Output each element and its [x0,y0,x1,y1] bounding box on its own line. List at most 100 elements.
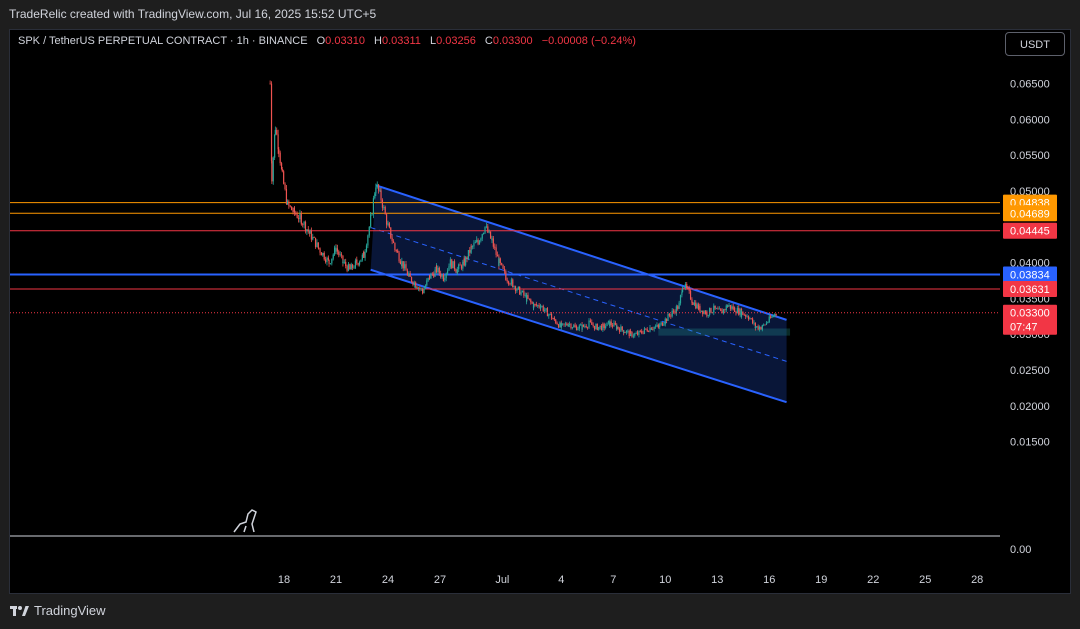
candle-body [338,251,340,255]
candle-body [363,251,365,258]
candle-body [628,330,630,337]
candle-body [775,313,777,315]
candle-body [462,261,464,269]
candle-body [279,152,281,164]
low-value: 0.03256 [436,35,476,47]
candle-body [397,250,399,253]
candle-body [707,314,709,316]
candle-body [477,241,479,245]
high-label: H [374,35,382,47]
candle-body [623,332,625,334]
candle-body [693,302,695,305]
candle-body [738,307,740,315]
candle-body [610,321,612,326]
candle-body [387,224,389,226]
candle-body [641,331,643,333]
tradingview-icon [10,605,29,616]
candle-body [271,161,273,182]
candle-body [513,286,515,288]
currency-button[interactable]: USDT [1005,32,1065,56]
candle-body [570,324,572,329]
level-tag-4-bg [1003,281,1057,298]
candle-body [683,287,685,289]
candle-body [336,248,338,252]
candle-body [573,325,575,328]
candle-body [598,326,600,330]
candle-body [548,314,550,317]
candle-body [350,264,352,270]
candle-body [370,215,372,227]
tradingview-logo[interactable]: TradingView [10,603,106,618]
candle-body [331,258,333,264]
x-tick-label: Jul [495,574,509,586]
candle-body [340,254,343,256]
chart-panel[interactable] [9,29,1071,594]
candle-body [560,323,562,328]
candle-body [346,265,348,271]
candle-body [568,324,571,325]
candle-body [652,329,654,330]
candle-body [611,325,614,327]
candle-body [405,264,407,271]
candle-body [721,310,723,314]
candle-body [645,328,647,330]
candle-body [699,306,701,312]
candle-body [531,302,533,304]
candle-body [312,237,314,240]
x-tick-label: 19 [815,574,827,586]
candle-body [764,324,766,326]
candle-body [663,324,665,326]
candle-body [296,214,298,218]
candle-body [278,149,280,153]
last-price-tag: 0.03300 [1010,308,1050,320]
candle-body [691,299,693,303]
candle-body [376,184,378,188]
candle-body [399,261,402,265]
candle-body [563,323,565,325]
candle-body [442,280,445,282]
brand-name: TradingView [34,603,106,618]
channel-upper-line [375,184,787,321]
y-tick-label: 0.00 [1010,544,1031,556]
candle-body [684,284,686,289]
candle-body [480,238,482,241]
candle-body [527,295,529,299]
x-tick-label: 18 [278,574,290,586]
candle-body [404,264,406,269]
candle-body [512,281,514,288]
candle-body [516,289,518,291]
candle-body [512,279,514,282]
x-tick-label: 7 [610,574,616,586]
candle-body [618,328,621,332]
candle-body [423,288,425,294]
candle-body [406,270,408,276]
candle-body [410,276,413,282]
candle-body [678,303,680,309]
candle-body [530,299,532,303]
candle-body [481,234,483,239]
candle-body [339,254,341,256]
candle-body [456,269,458,274]
candle-body [378,184,380,191]
candle-body [585,326,587,328]
candle-body [437,267,439,273]
candle-body [688,287,690,291]
candle-body [519,287,521,295]
candle-body [357,263,359,265]
candle-body [581,324,583,330]
candle-body [695,302,697,309]
open-label: O [316,35,326,47]
candle-body [448,266,450,271]
candle-body [478,240,481,245]
candle-body [702,310,704,314]
candle-body [520,292,522,295]
candle-body [374,193,376,199]
candle-body [747,318,750,320]
candle-body [303,221,305,225]
symbol-legend[interactable]: SPK / TetherUS PERPETUAL CONTRACT · 1h ·… [18,35,636,47]
candle-body [390,227,392,238]
candle-body [703,311,705,314]
x-tick-label: 16 [763,574,775,586]
candle-body [491,238,493,240]
